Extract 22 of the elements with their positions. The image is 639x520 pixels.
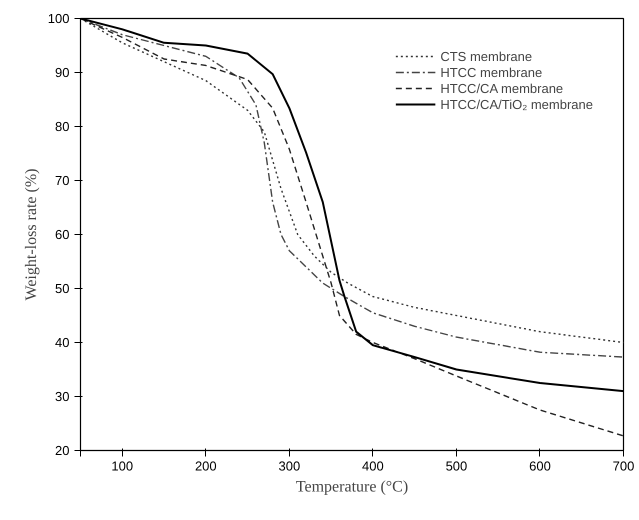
y-tick-label: 90 [55,65,70,80]
x-tick-label: 700 [612,458,634,474]
x-tick-label: 200 [194,458,217,474]
y-tick-label: 20 [55,443,70,458]
y-tick-label: 100 [48,11,70,26]
y-tick-label: 40 [55,335,70,350]
x-tick-label: 400 [362,458,384,474]
y-tick-label: 80 [55,119,70,134]
y-tick-label: 70 [55,173,70,188]
y-tick-label: 60 [55,227,70,242]
legend-label: HTCC membrane [440,64,542,80]
y-axis-title: Weight-loss rate (%) [22,168,40,300]
legend-label: CTS membrane [440,48,532,64]
x-tick-label: 300 [278,458,300,474]
x-tick-label: 500 [446,458,468,474]
x-tick-label: 600 [529,458,551,474]
legend-label: HTCC/CA membrane [440,80,564,96]
y-tick-label: 30 [55,389,70,404]
legend-label: HTCC/CA/TiO₂ membrane [440,96,593,112]
y-tick-label: 50 [55,281,70,296]
x-axis-title: Temperature (°C) [296,478,408,496]
x-tick-label: 100 [111,458,134,474]
